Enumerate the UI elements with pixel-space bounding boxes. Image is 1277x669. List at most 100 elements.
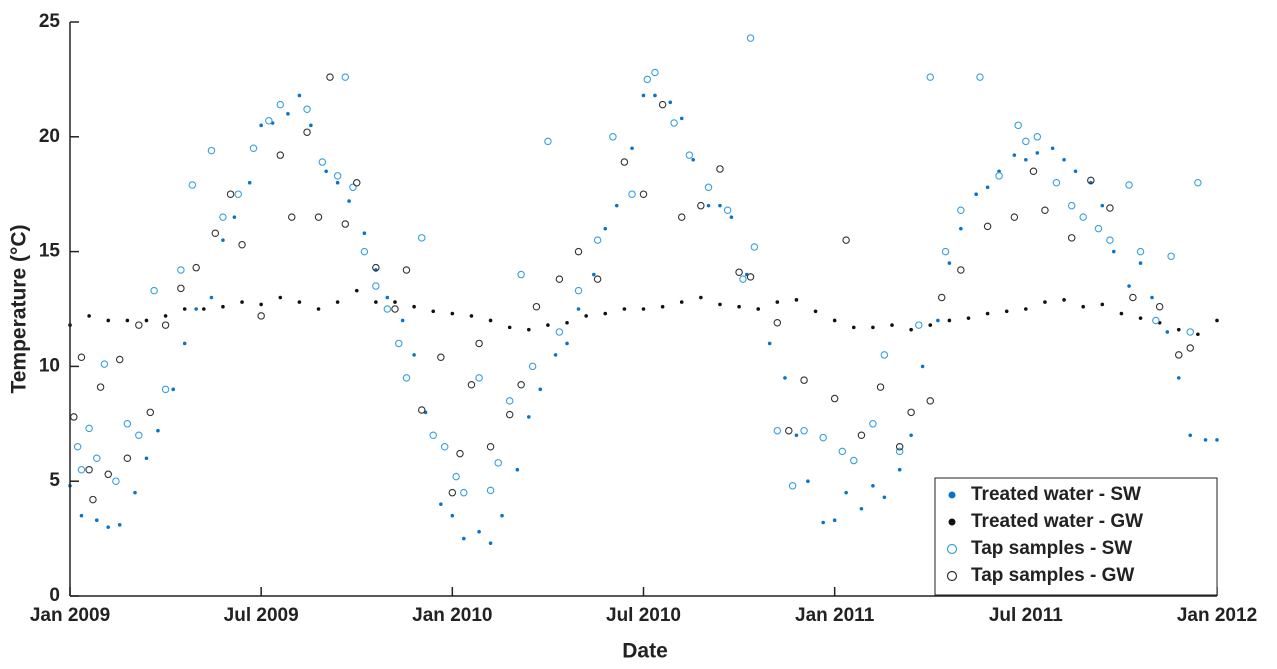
point (985, 185, 990, 190)
x-tick-label: Jul 2009 (224, 605, 299, 626)
point (318, 158, 327, 166)
point (609, 133, 617, 141)
point (756, 307, 760, 311)
point (448, 488, 457, 497)
point (439, 502, 443, 506)
point (70, 413, 78, 421)
point (1024, 307, 1028, 311)
point (739, 275, 747, 283)
point (475, 339, 483, 348)
point (819, 433, 827, 442)
point (658, 100, 667, 109)
point (915, 321, 923, 329)
point (412, 304, 416, 309)
point (966, 316, 971, 320)
point (77, 465, 86, 474)
point (1035, 151, 1040, 155)
point (574, 247, 583, 256)
point (997, 169, 1001, 174)
point (974, 192, 978, 196)
point (360, 247, 369, 256)
point (1073, 169, 1078, 174)
legend-marker (948, 518, 956, 526)
point (333, 172, 342, 180)
point (1043, 300, 1047, 304)
point (584, 314, 588, 318)
point (628, 190, 636, 198)
legend-box (934, 477, 1218, 596)
point (372, 263, 380, 272)
point (1150, 295, 1154, 300)
point (1022, 137, 1030, 146)
point (773, 426, 782, 435)
point (800, 426, 808, 435)
point (146, 408, 155, 417)
point (1004, 309, 1009, 314)
point (983, 222, 992, 231)
point (297, 300, 302, 304)
point (959, 226, 963, 231)
point (1125, 181, 1133, 189)
y-axis-label: Temperature (°C) (8, 224, 31, 393)
point (565, 320, 569, 325)
point (603, 311, 608, 316)
point (746, 273, 755, 281)
point (505, 410, 514, 419)
point (488, 318, 493, 323)
point (926, 397, 934, 405)
point (670, 119, 678, 127)
point (706, 203, 711, 208)
point (341, 73, 350, 81)
point (555, 275, 564, 283)
point (576, 307, 581, 311)
point (202, 307, 206, 311)
point (286, 112, 290, 116)
point (677, 213, 686, 221)
legend-marker (948, 491, 956, 499)
y-tick-label: 5 (49, 470, 60, 491)
point (486, 443, 495, 451)
point (335, 300, 340, 304)
point (341, 220, 350, 228)
point (538, 387, 543, 392)
point (995, 172, 1003, 180)
point (1167, 252, 1175, 260)
point (941, 247, 950, 256)
point (985, 311, 990, 316)
point (324, 169, 328, 174)
point (456, 449, 464, 458)
point (880, 351, 889, 359)
point (89, 495, 97, 504)
point (431, 309, 436, 314)
point (1062, 298, 1066, 302)
x-tick-label: Jan 2010 (412, 605, 492, 626)
point (679, 300, 684, 304)
point (349, 183, 357, 192)
point (123, 420, 132, 428)
point (117, 523, 122, 527)
point (794, 433, 799, 438)
point (532, 302, 541, 311)
plot-area (68, 34, 1219, 545)
point (909, 433, 913, 438)
legend-label: Treated water - GW (971, 511, 1143, 532)
point (347, 199, 351, 203)
point (257, 312, 265, 320)
point (182, 341, 187, 346)
point (393, 300, 397, 304)
point (87, 314, 91, 318)
point (303, 128, 311, 136)
point (1087, 176, 1095, 185)
point (73, 443, 82, 451)
point (440, 443, 449, 451)
point (234, 190, 242, 198)
point (171, 387, 176, 392)
point (469, 314, 474, 318)
point (505, 397, 514, 405)
y-tick-label: 20 (39, 126, 60, 147)
point (402, 374, 411, 382)
point (1119, 311, 1124, 316)
point (957, 266, 965, 274)
point (920, 364, 925, 369)
